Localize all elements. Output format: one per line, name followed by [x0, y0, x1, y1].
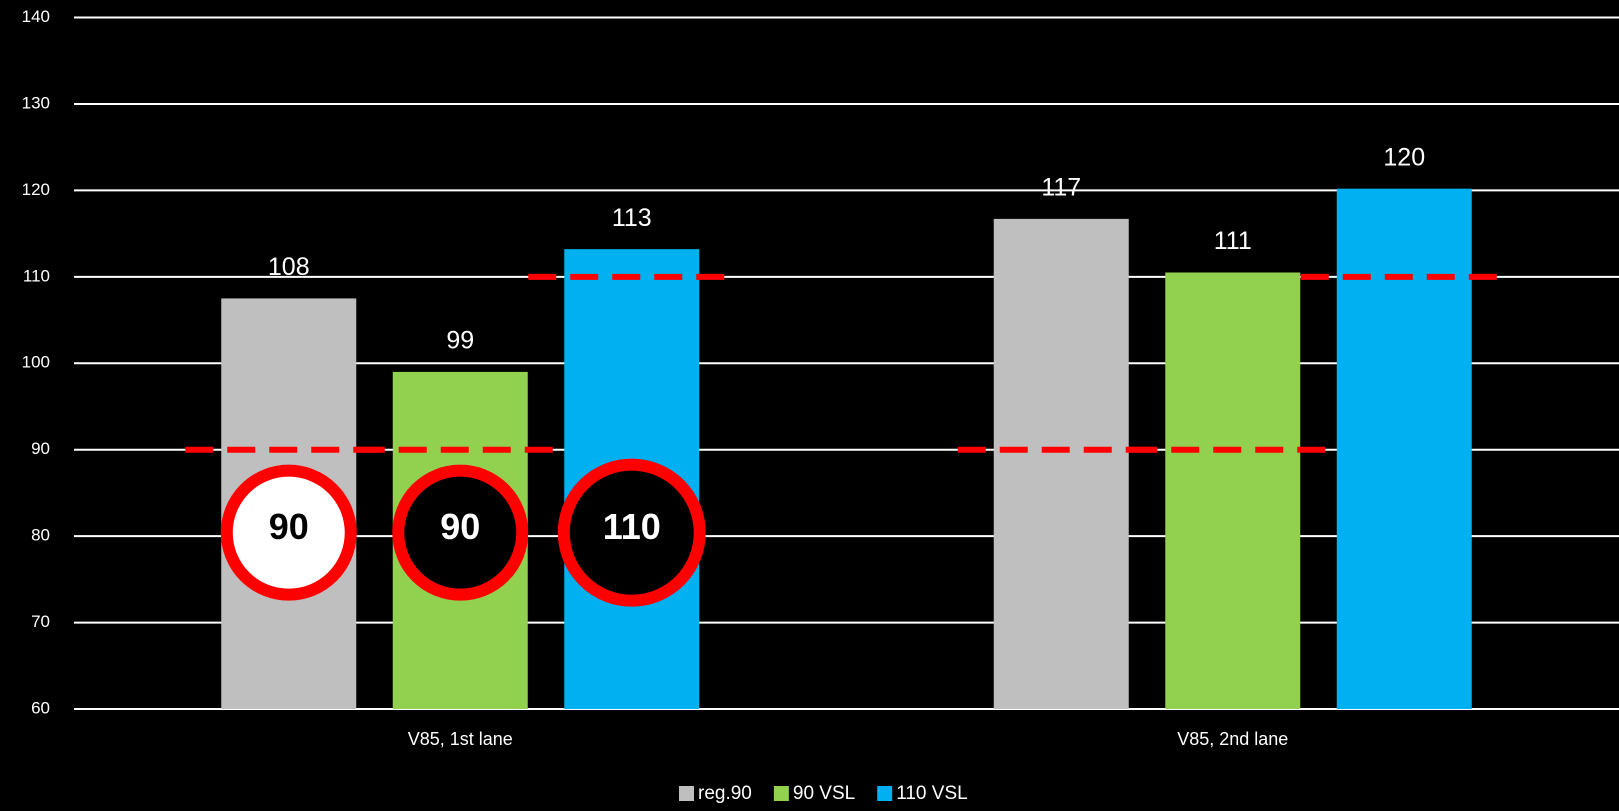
- speed-sign-label: 110: [603, 506, 661, 547]
- y-tick-label: 140: [22, 7, 50, 26]
- legend-swatch: [877, 786, 893, 801]
- value-label: 117: [1041, 174, 1081, 202]
- x-tick-label: V85, 2nd lane: [1177, 729, 1288, 749]
- legend-swatch: [679, 786, 694, 801]
- y-tick-label: 120: [22, 180, 50, 199]
- bar: [993, 218, 1129, 710]
- value-label: 108: [268, 253, 310, 281]
- bar: [1336, 188, 1472, 710]
- value-label: 99: [446, 327, 474, 355]
- legend-label: 110 VSL: [896, 783, 967, 804]
- value-label: 113: [612, 204, 652, 232]
- y-tick-label: 70: [31, 612, 50, 631]
- bar: [1165, 272, 1301, 709]
- legend-swatch: [773, 786, 789, 801]
- value-label: 111: [1214, 227, 1252, 255]
- y-tick-label: 130: [22, 93, 50, 112]
- speed-sign-label: 90: [269, 506, 309, 547]
- x-tick-label: V85, 1st lane: [408, 729, 513, 749]
- legend-label: 90 VSL: [793, 783, 855, 804]
- y-tick-label: 110: [23, 266, 50, 285]
- speed-sign: [392, 464, 529, 601]
- y-tick-label: 60: [31, 698, 50, 717]
- value-label: 120: [1383, 143, 1425, 171]
- y-tick-label: 100: [22, 353, 50, 372]
- speed-sign-label: 90: [440, 506, 480, 547]
- speed-sign: [557, 458, 706, 607]
- y-tick-label: 80: [31, 526, 50, 545]
- legend-label: reg.90: [698, 783, 752, 804]
- speed-sign: [220, 464, 357, 601]
- y-tick-label: 90: [31, 439, 50, 458]
